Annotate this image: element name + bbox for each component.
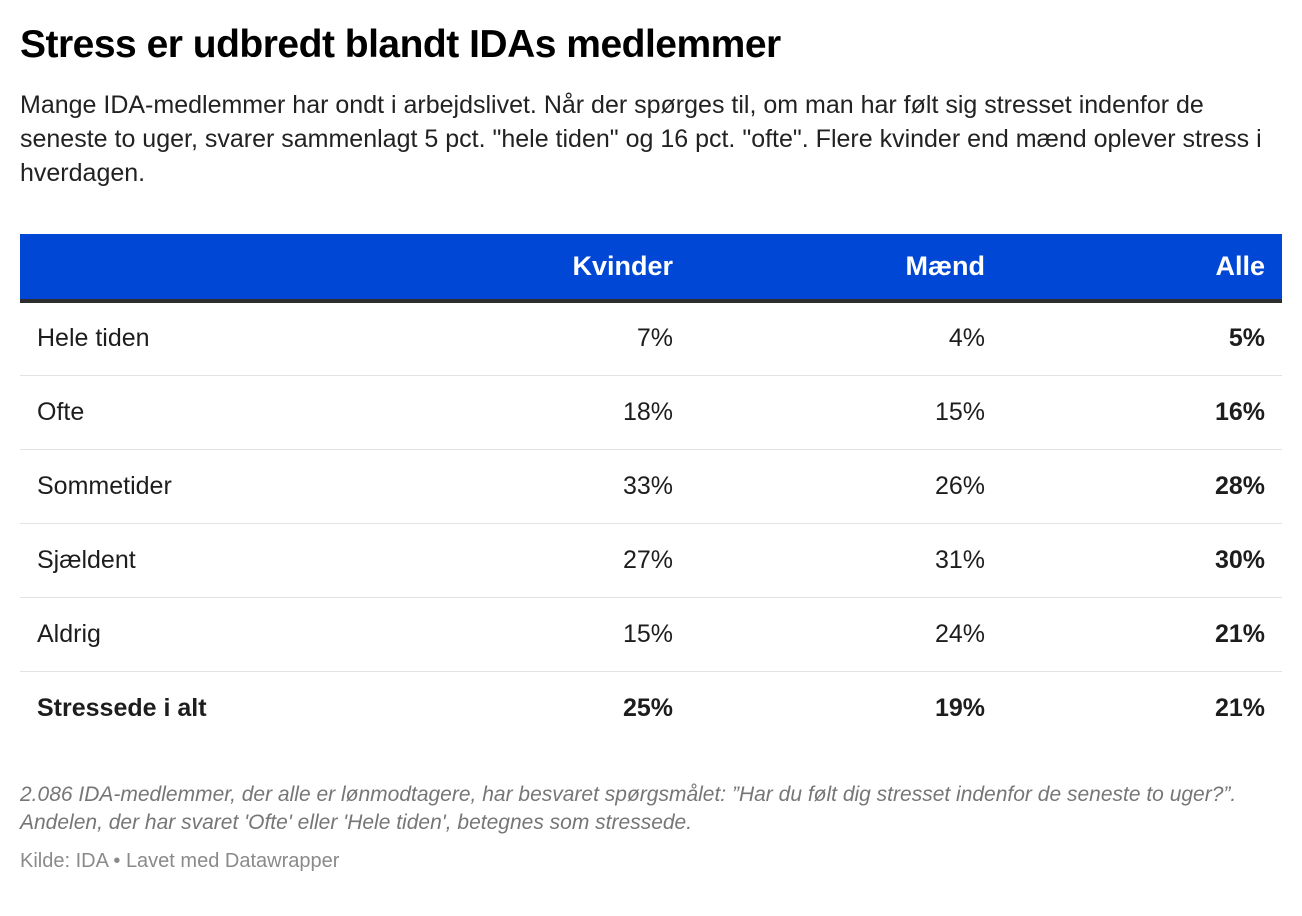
cell-kvinder: 25% [622, 693, 673, 722]
row-label: Sjældent [20, 523, 380, 598]
table-header: Kvinder Mænd Alle [20, 234, 1282, 303]
cell-kvinder: 15% [380, 597, 690, 672]
chart-subtitle: Mange IDA-medlemmer har ondt i arbejdsli… [20, 91, 1262, 187]
cell-alle: 21% [1002, 597, 1282, 672]
header-cell-alle[interactable]: Alle [1002, 234, 1282, 303]
cell-kvinder: 27% [380, 523, 690, 598]
row-label: Ofte [20, 375, 380, 450]
header-cell-maend[interactable]: Mænd [690, 234, 1002, 303]
table-row: Ofte 18% 15% 16% [20, 375, 1282, 450]
cell-maend: 15% [690, 375, 1002, 450]
cell-alle: 16% [1002, 375, 1282, 450]
chart-notes: 2.086 IDA-medlemmer, der alle er lønmodt… [20, 783, 1237, 834]
cell-kvinder: 18% [380, 375, 690, 450]
cell-maend: 31% [690, 523, 1002, 598]
chart-title: Stress er udbredt blandt IDAs medlemmer [20, 23, 781, 66]
table-body: Hele tiden 7% 4% 5% Ofte 18% 15% 16% Som… [20, 301, 1282, 745]
data-table: Kvinder Mænd Alle Hele tiden 7% 4% 5% Of… [20, 234, 1282, 745]
cell-alle: 30% [1002, 523, 1282, 598]
table-row: Hele tiden 7% 4% 5% [20, 301, 1282, 376]
cell-alle: 21% [1214, 693, 1265, 722]
cell-maend: 19% [934, 693, 985, 722]
row-label: Stressede i alt [37, 693, 207, 722]
cell-maend: 4% [690, 301, 1002, 376]
cell-alle: 5% [1002, 301, 1282, 376]
cell-maend: 26% [690, 449, 1002, 524]
chart-source: Kilde: IDA • Lavet med Datawrapper [20, 850, 340, 872]
row-label: Sommetider [20, 449, 380, 524]
header-cell-kvinder[interactable]: Kvinder [380, 234, 690, 303]
header-row: Kvinder Mænd Alle [20, 234, 1282, 303]
table-row: Aldrig 15% 24% 21% [20, 597, 1282, 672]
header-cell-label [20, 234, 380, 303]
table-row: Sjældent 27% 31% 30% [20, 523, 1282, 598]
row-label: Aldrig [20, 597, 380, 672]
table-row: Sommetider 33% 26% 28% [20, 449, 1282, 524]
cell-alle: 28% [1002, 449, 1282, 524]
cell-kvinder: 33% [380, 449, 690, 524]
table-row-total: Stressede i alt 25% 19% 21% [20, 671, 1282, 745]
cell-kvinder: 7% [380, 301, 690, 376]
row-label: Hele tiden [20, 301, 380, 376]
chart-container: Stress er udbredt blandt IDAs medlemmer … [20, 23, 1282, 872]
cell-maend: 24% [690, 597, 1002, 672]
